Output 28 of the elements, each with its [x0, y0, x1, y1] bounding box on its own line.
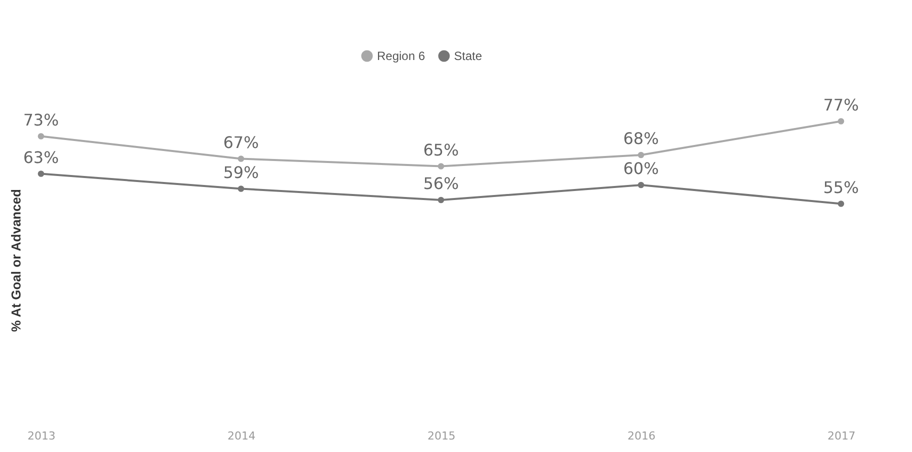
point — [238, 156, 244, 162]
point — [638, 182, 644, 188]
y-axis-title: % At Goal or Advanced — [8, 189, 24, 332]
x-tick-label: 2014 — [228, 430, 256, 442]
point — [438, 196, 444, 204]
data-label: 68% — [623, 129, 659, 148]
point — [638, 152, 644, 158]
point — [38, 133, 44, 140]
data-label: 65% — [423, 140, 459, 160]
point — [238, 186, 244, 192]
data-label: 77% — [823, 95, 859, 114]
data-label: 55% — [823, 178, 859, 197]
data-label: 59% — [223, 162, 259, 182]
x-tick-label: 2015 — [428, 430, 456, 442]
data-label: 56% — [423, 174, 459, 193]
legend-label: State — [454, 49, 482, 63]
data-label: 60% — [623, 159, 659, 178]
data-label: 73% — [23, 110, 59, 130]
x-tick-label: 2017 — [828, 430, 856, 442]
data-label: 67% — [223, 132, 259, 152]
point — [38, 170, 44, 177]
point — [438, 163, 444, 170]
legend-label: Region 6 — [377, 49, 426, 63]
x-tick-label: 2013 — [28, 430, 56, 442]
x-tick-label: 2016 — [628, 430, 656, 442]
data-label: 63% — [23, 148, 59, 167]
point — [838, 118, 844, 124]
point — [838, 200, 844, 207]
